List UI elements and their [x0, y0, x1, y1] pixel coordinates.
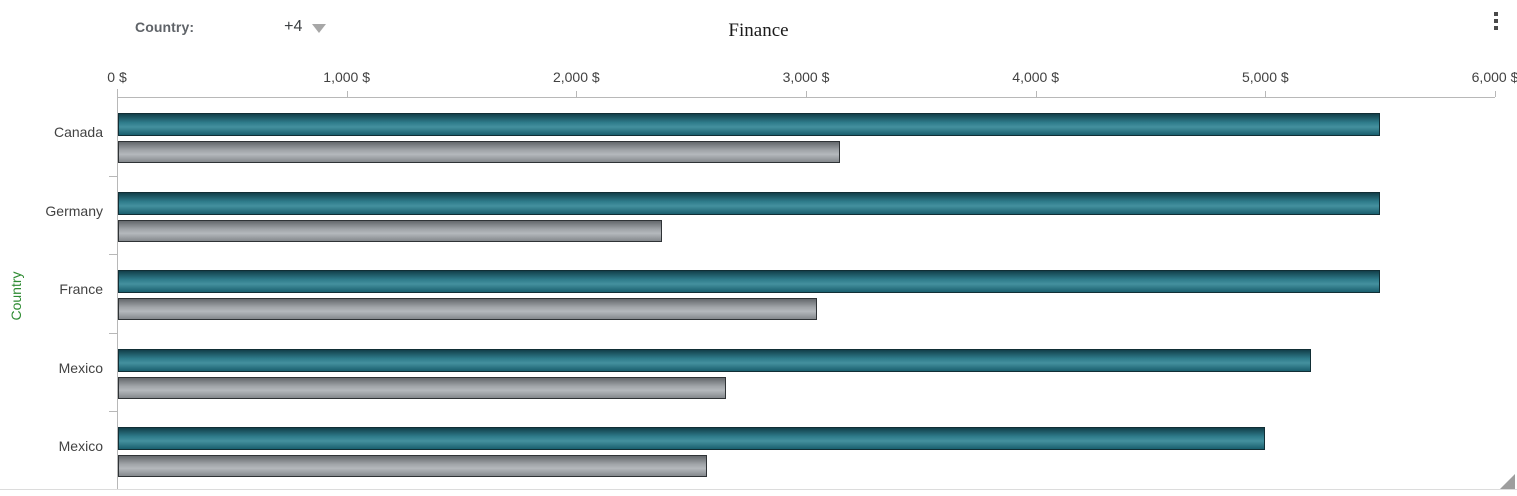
country-filter-dropdown[interactable]: Country: +4	[135, 18, 327, 36]
bar-gray-series-mexico[interactable]	[118, 455, 707, 477]
kebab-menu-icon[interactable]	[1491, 9, 1501, 33]
bar-teal-series-canada[interactable]	[118, 113, 1380, 136]
x-tick-mark	[117, 89, 118, 105]
bar-teal-series-mexico[interactable]	[118, 427, 1265, 450]
x-tick-mark	[346, 91, 348, 97]
chart-title: Finance	[728, 20, 789, 41]
x-tick-label: 1,000 $	[323, 69, 371, 85]
x-tick-label: 5,000 $	[1241, 69, 1289, 85]
x-tick-mark	[1495, 91, 1496, 97]
chevron-down-icon	[312, 23, 327, 33]
x-tick-label: 0 $	[107, 69, 127, 85]
y-axis-line	[117, 97, 118, 490]
country-filter-label: Country:	[135, 19, 195, 35]
bar-teal-series-france[interactable]	[118, 270, 1380, 293]
country-filter-value: +4	[284, 18, 303, 35]
category-label: Canada	[53, 124, 103, 140]
resize-handle-icon[interactable]	[1500, 474, 1515, 489]
bar-teal-series-mexico[interactable]	[118, 349, 1311, 372]
x-tick-label: 6,000 $	[1471, 69, 1517, 85]
bar-gray-series-canada[interactable]	[118, 141, 840, 163]
y-axis-title: Country	[8, 271, 24, 321]
x-tick-mark	[806, 91, 807, 97]
x-tick-mark	[1265, 91, 1267, 97]
x-tick-label: 2,000 $	[552, 69, 600, 85]
y-category-tick	[109, 176, 117, 177]
category-label: France	[59, 281, 103, 297]
bar-gray-series-germany[interactable]	[118, 220, 662, 242]
bar-gray-series-mexico[interactable]	[118, 377, 726, 399]
x-axis-line	[117, 97, 1495, 98]
bottom-divider	[0, 489, 1517, 490]
bar-gray-series-france[interactable]	[118, 298, 817, 320]
y-category-tick	[109, 254, 117, 255]
y-category-tick	[109, 333, 117, 334]
bar-teal-series-germany[interactable]	[118, 192, 1380, 215]
category-label: Germany	[45, 203, 103, 219]
category-label: Mexico	[58, 360, 103, 376]
y-category-tick	[109, 411, 117, 412]
category-label: Mexico	[58, 438, 103, 454]
x-tick-mark	[576, 91, 578, 97]
x-tick-label: 4,000 $	[1012, 69, 1060, 85]
x-tick-label: 3,000 $	[782, 69, 830, 85]
x-tick-mark	[1035, 91, 1037, 97]
